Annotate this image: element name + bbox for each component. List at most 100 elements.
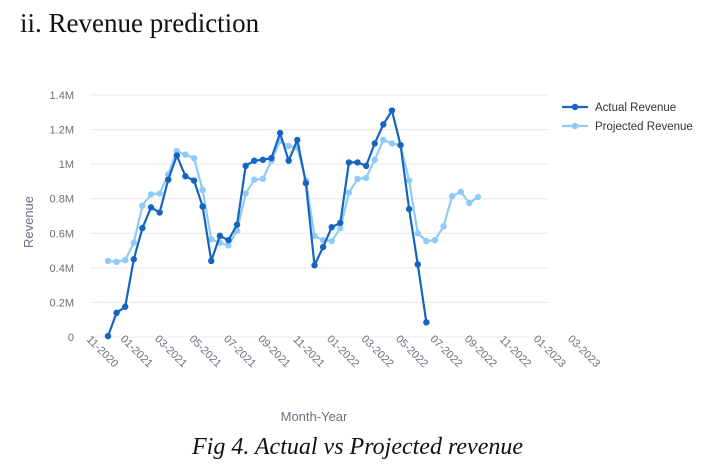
series-line: [106, 109, 428, 337]
data-point: [225, 242, 232, 249]
data-point: [216, 232, 224, 240]
data-point: [208, 236, 215, 243]
y-tick-label: 1M: [59, 159, 74, 171]
data-point: [414, 230, 421, 237]
data-point: [276, 129, 284, 137]
data-point: [182, 151, 189, 158]
data-point: [345, 189, 353, 196]
data-point: [225, 237, 232, 244]
x-tick-label: 07-2021: [221, 333, 258, 370]
data-point: [104, 332, 112, 340]
x-tick-label: 11-2020: [84, 334, 120, 370]
x-axis-ticks: 11-202001-202103-202105-202107-202109-20…: [84, 333, 602, 370]
data-point: [423, 237, 430, 245]
legend-label: Projected Revenue: [595, 121, 693, 133]
x-tick-label: 03-2021: [152, 333, 189, 370]
data-point: [311, 232, 318, 240]
y-axis-ticks: 0 0.2M 0.4M 0.6M 0.8M 1M 1.2M 1.4M: [50, 90, 74, 344]
data-point: [156, 209, 163, 216]
data-point: [414, 261, 421, 268]
data-point: [371, 140, 378, 147]
data-point: [328, 237, 335, 245]
y-axis-title: Revenue: [21, 196, 36, 248]
data-point: [285, 142, 292, 150]
data-point: [354, 175, 361, 183]
data-point: [130, 256, 138, 263]
x-tick-label: 05-2022: [393, 333, 430, 370]
data-point: [302, 179, 310, 187]
y-tick-label: 0.4M: [50, 263, 74, 275]
data-point: [405, 177, 413, 184]
data-point: [431, 237, 439, 244]
data-point: [156, 190, 163, 197]
data-point: [199, 203, 206, 210]
data-point: [319, 243, 327, 251]
x-tick-label: 01-2021: [118, 333, 155, 370]
data-point: [474, 193, 482, 201]
series-line: [107, 138, 479, 263]
data-point: [268, 154, 275, 162]
x-tick-label: 01-2023: [531, 333, 568, 370]
data-point: [457, 188, 464, 195]
data-point: [371, 156, 378, 164]
data-point: [242, 162, 249, 170]
x-tick-label: 01-2022: [324, 333, 361, 370]
data-point: [397, 141, 404, 149]
data-point: [233, 221, 241, 228]
data-point: [388, 140, 396, 147]
data-point: [259, 156, 267, 164]
data-point: [448, 192, 456, 200]
y-tick-label: 0: [68, 332, 74, 344]
legend-label: Actual Revenue: [595, 102, 676, 114]
legend-swatch-marker: [571, 103, 579, 111]
data-point: [104, 257, 112, 265]
data-point: [147, 204, 155, 211]
data-point: [423, 319, 430, 326]
legend-item: Projected Revenue: [562, 121, 693, 133]
data-point: [139, 224, 146, 232]
x-tick-label: 09-2021: [255, 333, 292, 370]
data-point: [182, 173, 189, 180]
data-point: [285, 157, 292, 164]
y-tick-label: 1.4M: [50, 90, 74, 102]
data-point: [345, 159, 353, 166]
legend: Actual Revenue Projected Revenue: [562, 102, 693, 133]
data-point: [122, 303, 129, 310]
x-tick-label: 11-2021: [290, 334, 326, 370]
data-point: [440, 223, 447, 230]
data-point: [337, 224, 344, 232]
data-point: [380, 136, 387, 144]
y-tick-label: 1.2M: [50, 125, 74, 137]
data-point: [251, 176, 258, 183]
data-point: [354, 159, 361, 166]
data-point: [190, 154, 198, 162]
data-point: [122, 256, 129, 264]
data-point: [362, 162, 370, 170]
data-point: [259, 175, 267, 183]
data-point: [388, 107, 396, 114]
data-point: [242, 190, 249, 197]
legend-item: Actual Revenue: [562, 102, 676, 114]
data-point: [139, 202, 146, 209]
data-point: [337, 219, 344, 227]
data-point: [380, 121, 387, 128]
gridlines: [90, 94, 548, 338]
data-point: [173, 152, 181, 159]
y-tick-label: 0.6M: [50, 228, 74, 240]
x-tick-label: 03-2022: [359, 333, 396, 370]
data-point: [113, 258, 120, 266]
data-point: [251, 157, 258, 164]
data-point: [165, 176, 172, 183]
data-point: [466, 199, 473, 207]
data-point: [199, 186, 206, 194]
x-tick-label: 11-2022: [497, 334, 533, 370]
figure-caption: Fig 4. Actual vs Projected revenue: [192, 434, 523, 460]
y-tick-label: 0.2M: [50, 297, 74, 309]
y-tick-label: 0.8M: [50, 194, 74, 206]
data-point: [208, 257, 215, 265]
data-point: [405, 205, 413, 213]
data-point: [113, 309, 120, 316]
data-point: [130, 239, 138, 246]
legend-swatch-marker: [571, 122, 579, 130]
